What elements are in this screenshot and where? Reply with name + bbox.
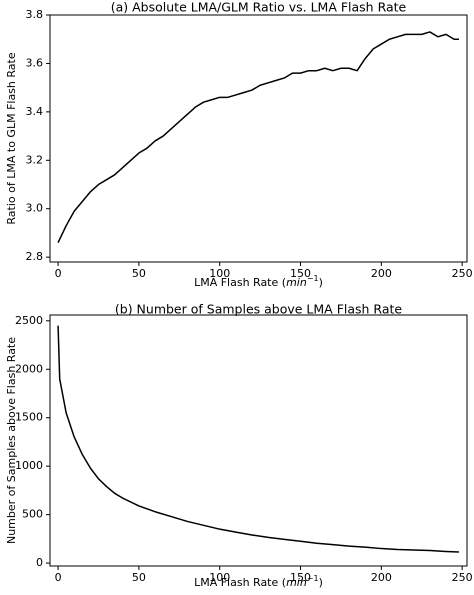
x-label-exponent: −1: [307, 274, 319, 283]
x-tick-label: 200: [371, 571, 392, 584]
plot-frame: [49, 14, 468, 263]
x-tick-label: 150: [290, 571, 311, 584]
x-tick-label: 200: [371, 267, 392, 280]
y-tick-label: 1000: [15, 459, 43, 472]
y-tick-label: 1500: [15, 411, 43, 424]
y-tick-label: 3.8: [26, 8, 44, 21]
x-label-unit: min: [286, 276, 307, 289]
y-tick-label: 3.4: [26, 105, 44, 118]
x-tick-label: 100: [209, 267, 230, 280]
y-tick-label: 500: [22, 508, 43, 521]
y-tick-label: 3.6: [26, 56, 44, 69]
x-axis-label: LMA Flash Rate (min−1): [194, 574, 323, 590]
x-tick-label: 0: [55, 571, 62, 584]
x-tick-label: 150: [290, 267, 311, 280]
y-tick-label: 3.2: [26, 153, 44, 166]
x-tick-label: 50: [132, 571, 146, 584]
y-tick-label: 2000: [15, 362, 43, 375]
chart-title: (b) Number of Samples above LMA Flash Ra…: [115, 302, 403, 317]
data-line: [57, 31, 459, 243]
y-axis-label: Number of Samples above Flash Rate: [5, 337, 18, 544]
x-label-unit: min: [286, 576, 307, 589]
x-label-close: ): [319, 276, 323, 289]
x-label-text: LMA Flash Rate (: [194, 576, 286, 589]
x-label-exponent: −1: [307, 574, 319, 583]
x-axis-label: LMA Flash Rate (min−1): [194, 274, 323, 290]
x-label-close: ): [319, 576, 323, 589]
x-tick-label: 50: [132, 267, 146, 280]
x-tick-label: 0: [55, 267, 62, 280]
y-axis-label: Ratio of LMA to GLM Flash Rate: [5, 52, 18, 224]
y-tick-label: 2.8: [26, 250, 44, 263]
y-tick-label: 2500: [15, 314, 43, 327]
data-line: [57, 325, 459, 553]
x-tick-label: 250: [452, 571, 473, 584]
plot-frame: [49, 314, 468, 567]
x-label-text: LMA Flash Rate (: [194, 276, 286, 289]
x-tick-label: 100: [209, 571, 230, 584]
chart-title: (a) Absolute LMA/GLM Ratio vs. LMA Flash…: [111, 0, 407, 15]
y-tick-label: 0: [36, 556, 43, 569]
y-tick-label: 3.0: [26, 202, 44, 215]
x-tick-label: 250: [452, 267, 473, 280]
